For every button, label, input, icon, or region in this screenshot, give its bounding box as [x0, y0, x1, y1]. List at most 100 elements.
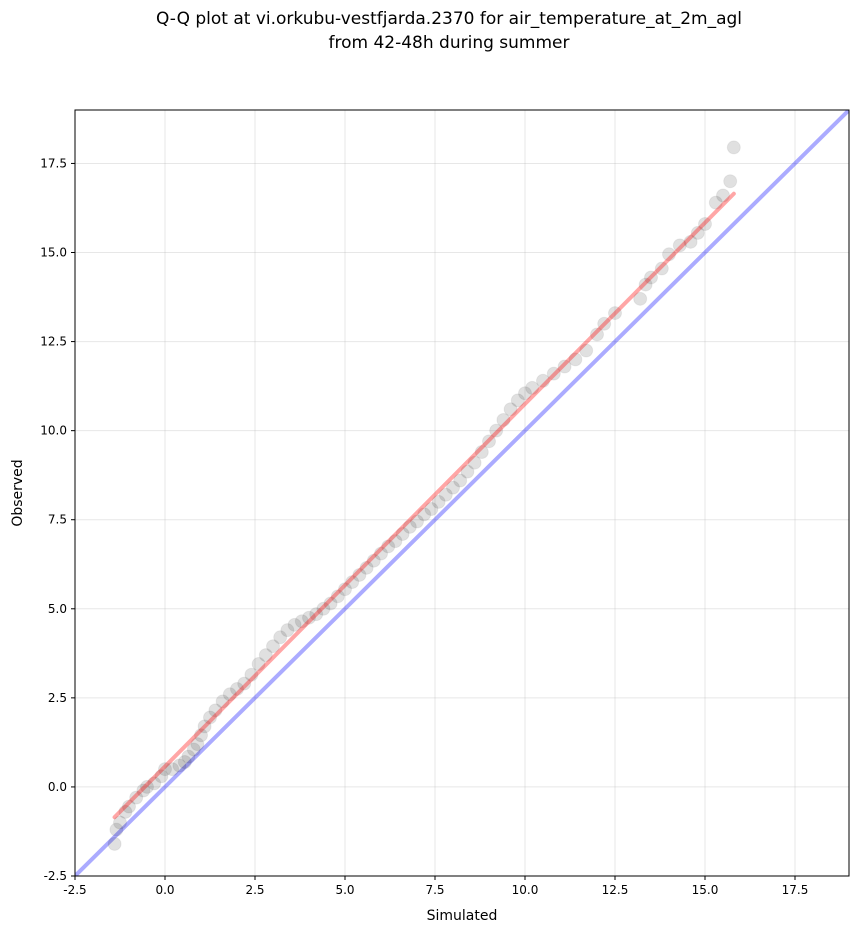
quantile-point: [140, 779, 154, 794]
y-axis-label: Observed: [10, 459, 26, 526]
quantile-point: [109, 822, 124, 837]
quantile-point: [708, 195, 723, 210]
fit-line-segment: [112, 191, 736, 820]
quantile-point: [172, 758, 187, 773]
quantile-point: [395, 526, 410, 541]
quantile-point: [716, 188, 730, 203]
plot-area-frame: [74, 109, 850, 877]
quantile-point: [489, 423, 504, 438]
quantile-point: [402, 519, 417, 534]
quantile-point: [113, 815, 127, 830]
chart-title-line-1: Q-Q plot at vi.orkubu-vestfjarda.2370 fo…: [156, 9, 742, 29]
y-tick-label: 17.5: [40, 156, 67, 170]
quantile-point: [330, 589, 345, 604]
quantile-point: [590, 327, 604, 342]
quantile-point: [244, 667, 259, 682]
quantile-point: [107, 836, 122, 851]
quantile-point: [129, 790, 144, 805]
quantile-point: [186, 742, 201, 757]
quantile-point: [345, 575, 360, 590]
quantile-point: [510, 393, 525, 408]
identity-line: [75, 110, 849, 876]
quantile-point: [251, 657, 266, 672]
y-tick-label: 10.0: [40, 424, 67, 438]
x-axis-label: Simulated: [427, 908, 498, 924]
quantile-point: [410, 514, 424, 529]
quantile-point: [503, 402, 518, 417]
quantile-point: [190, 737, 205, 752]
x-tick-label: 7.5: [425, 883, 444, 897]
quantile-point: [726, 140, 741, 155]
quantile-point: [536, 373, 550, 388]
quantile-point: [323, 596, 338, 611]
x-tick-label: 17.5: [782, 883, 809, 897]
quantile-point: [158, 762, 172, 777]
x-tick-label: 2.5: [245, 883, 264, 897]
quantile-point: [496, 412, 511, 427]
quantile-point: [557, 359, 572, 374]
quantile-point: [672, 238, 687, 253]
y-tick-label: 12.5: [40, 335, 67, 349]
quantile-point: [474, 445, 489, 460]
chart-title-line-2: from 42-48h during summer: [329, 33, 570, 53]
quantile-point: [177, 754, 192, 769]
quantile-point: [638, 277, 653, 292]
y-axis-ticks: -2.5 0.0 2.5 5.0 7.5 10.0 12.5 15.0 17.5: [40, 156, 75, 883]
quantile-point: [359, 560, 374, 575]
quantile-point: [608, 306, 622, 321]
quantile-point: [122, 799, 136, 814]
quantile-point: [698, 217, 712, 232]
quantile-point: [165, 762, 180, 777]
quantile-point: [118, 804, 133, 819]
x-tick-label: 15.0: [692, 883, 719, 897]
quantile-point: [374, 546, 388, 561]
x-tick-label: -2.5: [63, 883, 86, 897]
quantile-point: [222, 687, 237, 702]
quantile-point: [181, 749, 196, 764]
quantile-point: [644, 270, 658, 285]
quantile-point: [136, 783, 151, 798]
quantile-point: [690, 225, 705, 240]
quantile-point: [633, 291, 648, 306]
quantile-point: [294, 614, 309, 629]
quantile-point: [453, 473, 468, 488]
quantile-point: [525, 380, 540, 395]
identity-line-segment: [75, 110, 849, 876]
quantile-point: [518, 386, 532, 401]
quantile-point: [352, 567, 367, 582]
quantile-point: [723, 174, 738, 189]
x-tick-label: 5.0: [335, 883, 354, 897]
y-tick-label: 7.5: [48, 513, 67, 527]
quantile-point: [154, 769, 169, 784]
quantile-point: [460, 464, 475, 479]
quantile-point: [208, 703, 223, 718]
quantile-point: [147, 776, 162, 791]
quantile-point: [366, 553, 381, 568]
quantile-point: [388, 534, 403, 549]
fit-line: [112, 191, 736, 820]
y-tick-label: -2.5: [44, 869, 67, 883]
x-tick-label: 0.0: [155, 883, 174, 897]
quantile-point: [683, 234, 698, 249]
quantile-point: [230, 681, 244, 696]
quantile-point: [266, 639, 280, 654]
quantile-point: [546, 366, 561, 381]
y-tick-label: 0.0: [48, 780, 67, 794]
x-tick-label: 10.0: [512, 883, 539, 897]
quantile-point: [431, 494, 446, 509]
quantile-point: [338, 582, 352, 597]
quantile-point: [237, 676, 252, 691]
quantile-point: [309, 607, 324, 622]
quantile-point: [203, 710, 217, 725]
quantile-points: [107, 140, 741, 851]
quantile-point: [424, 502, 439, 517]
x-axis-ticks: -2.5 0.0 2.5 5.0 7.5 10.0 12.5 15.0 17.5: [63, 876, 808, 897]
quantile-point: [273, 630, 288, 645]
quantile-point: [662, 247, 676, 262]
quantile-point: [280, 623, 295, 638]
quantile-point: [287, 617, 302, 632]
quantile-point: [316, 601, 331, 616]
quantile-point: [302, 610, 316, 625]
